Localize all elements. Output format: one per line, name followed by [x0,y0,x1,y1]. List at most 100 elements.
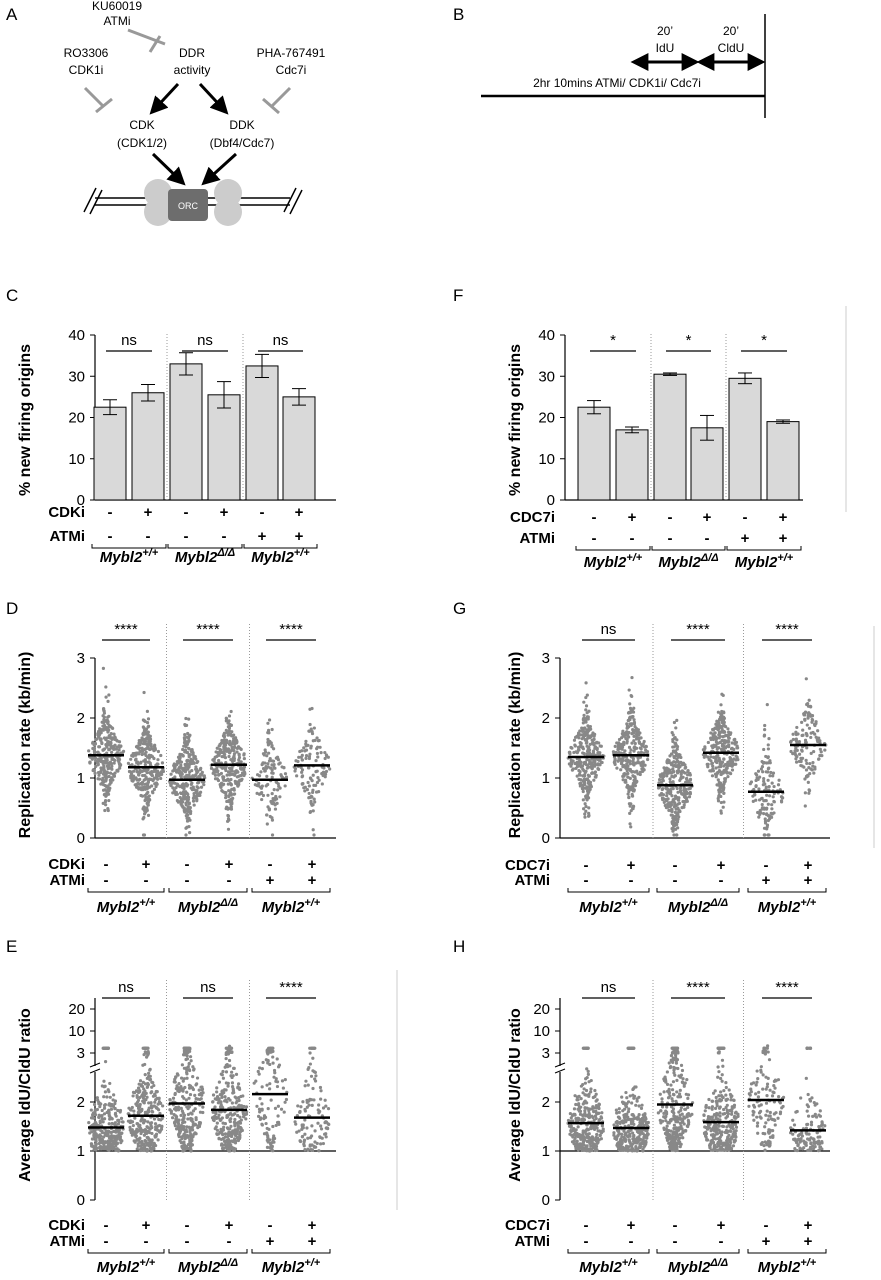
data-point [185,735,189,739]
data-point [142,812,147,816]
y-tick-label: 3 [77,1045,85,1062]
data-point [592,764,596,768]
y-tick-label: 40 [538,327,555,344]
atm-sign: - [222,528,227,545]
data-point [187,809,191,814]
data-point [316,1121,320,1125]
data-point [593,775,597,779]
data-point [230,1081,235,1085]
data-point [317,1149,321,1153]
y-axis-title: % new firing origins [507,344,524,496]
y-axis-title: % new firing origins [17,344,34,496]
genotype-superscript: +/+ [142,547,158,559]
data-point [141,718,145,722]
data-point [799,760,803,764]
data-point [222,745,226,749]
data-point [222,775,226,779]
data-point [661,787,665,791]
data-point [268,1087,272,1091]
treatment-sign: - [668,509,673,526]
genotype-superscript: +/+ [304,1257,320,1269]
data-point [674,818,678,822]
data-point [309,1074,314,1078]
group-bracket [651,546,726,551]
data-point [811,760,815,765]
data-point [150,1085,154,1089]
data-point [586,773,590,777]
data-point [141,1121,146,1125]
data-point [298,1110,302,1114]
data-point [226,725,230,729]
data-point [317,778,321,782]
data-point [721,735,725,739]
data-point [645,750,650,754]
data-point [185,773,189,777]
data-point [143,1089,147,1093]
data-point [113,771,117,775]
data-point [733,737,737,742]
data-point [277,784,281,788]
genotype-superscript: Δ/Δ [219,897,238,909]
data-point [172,765,176,769]
data-point [598,1133,602,1138]
data-point [192,755,196,759]
data-point [270,775,274,779]
data-point [224,778,228,783]
data-point [137,1124,141,1128]
data-point [627,789,631,794]
data-point [717,783,722,788]
data-point [730,741,734,745]
data-point [297,755,301,759]
data-point [211,1100,215,1104]
data-point [646,757,650,762]
bar [615,429,649,501]
data-point [260,791,264,795]
data-point [106,715,110,719]
data-point [102,715,106,719]
data-point [182,1115,186,1119]
data-point [148,734,152,738]
panel-letter-f: F [453,286,463,305]
data-point [803,718,807,722]
data-point [581,798,585,802]
data-point [175,1086,179,1090]
data-point [630,675,634,680]
data-point [142,1101,146,1105]
treatment-sign: - [184,504,189,521]
data-point [183,750,187,754]
data-point [224,791,228,795]
data-point [261,767,266,771]
data-point [766,770,770,774]
data-point [591,1143,595,1147]
bar [131,392,165,501]
data-point [794,732,798,737]
data-point [632,749,636,753]
data-point [171,1116,175,1120]
data-point [665,794,669,798]
data-point [183,770,188,774]
data-point [668,754,672,758]
data-point [110,726,114,730]
data-point [701,748,705,752]
data-point [809,705,813,709]
data-point [197,774,201,779]
data-point [762,747,766,752]
data-point [568,1112,572,1116]
data-point [228,1098,232,1102]
data-point [672,800,676,804]
y-tick-label: 2 [542,710,550,727]
data-point [665,787,669,791]
data-point [620,745,625,749]
data-point [675,769,679,773]
data-point [143,1050,147,1054]
atm-sign: + [741,530,750,547]
data-point [624,736,628,741]
treatment-sign: - [743,509,748,526]
data-point [581,1129,585,1133]
data-point [117,748,121,752]
data-point [272,1136,277,1141]
atm-sign: - [108,528,113,545]
data-point [229,709,233,714]
data-point [808,772,812,776]
data-point [183,733,187,737]
